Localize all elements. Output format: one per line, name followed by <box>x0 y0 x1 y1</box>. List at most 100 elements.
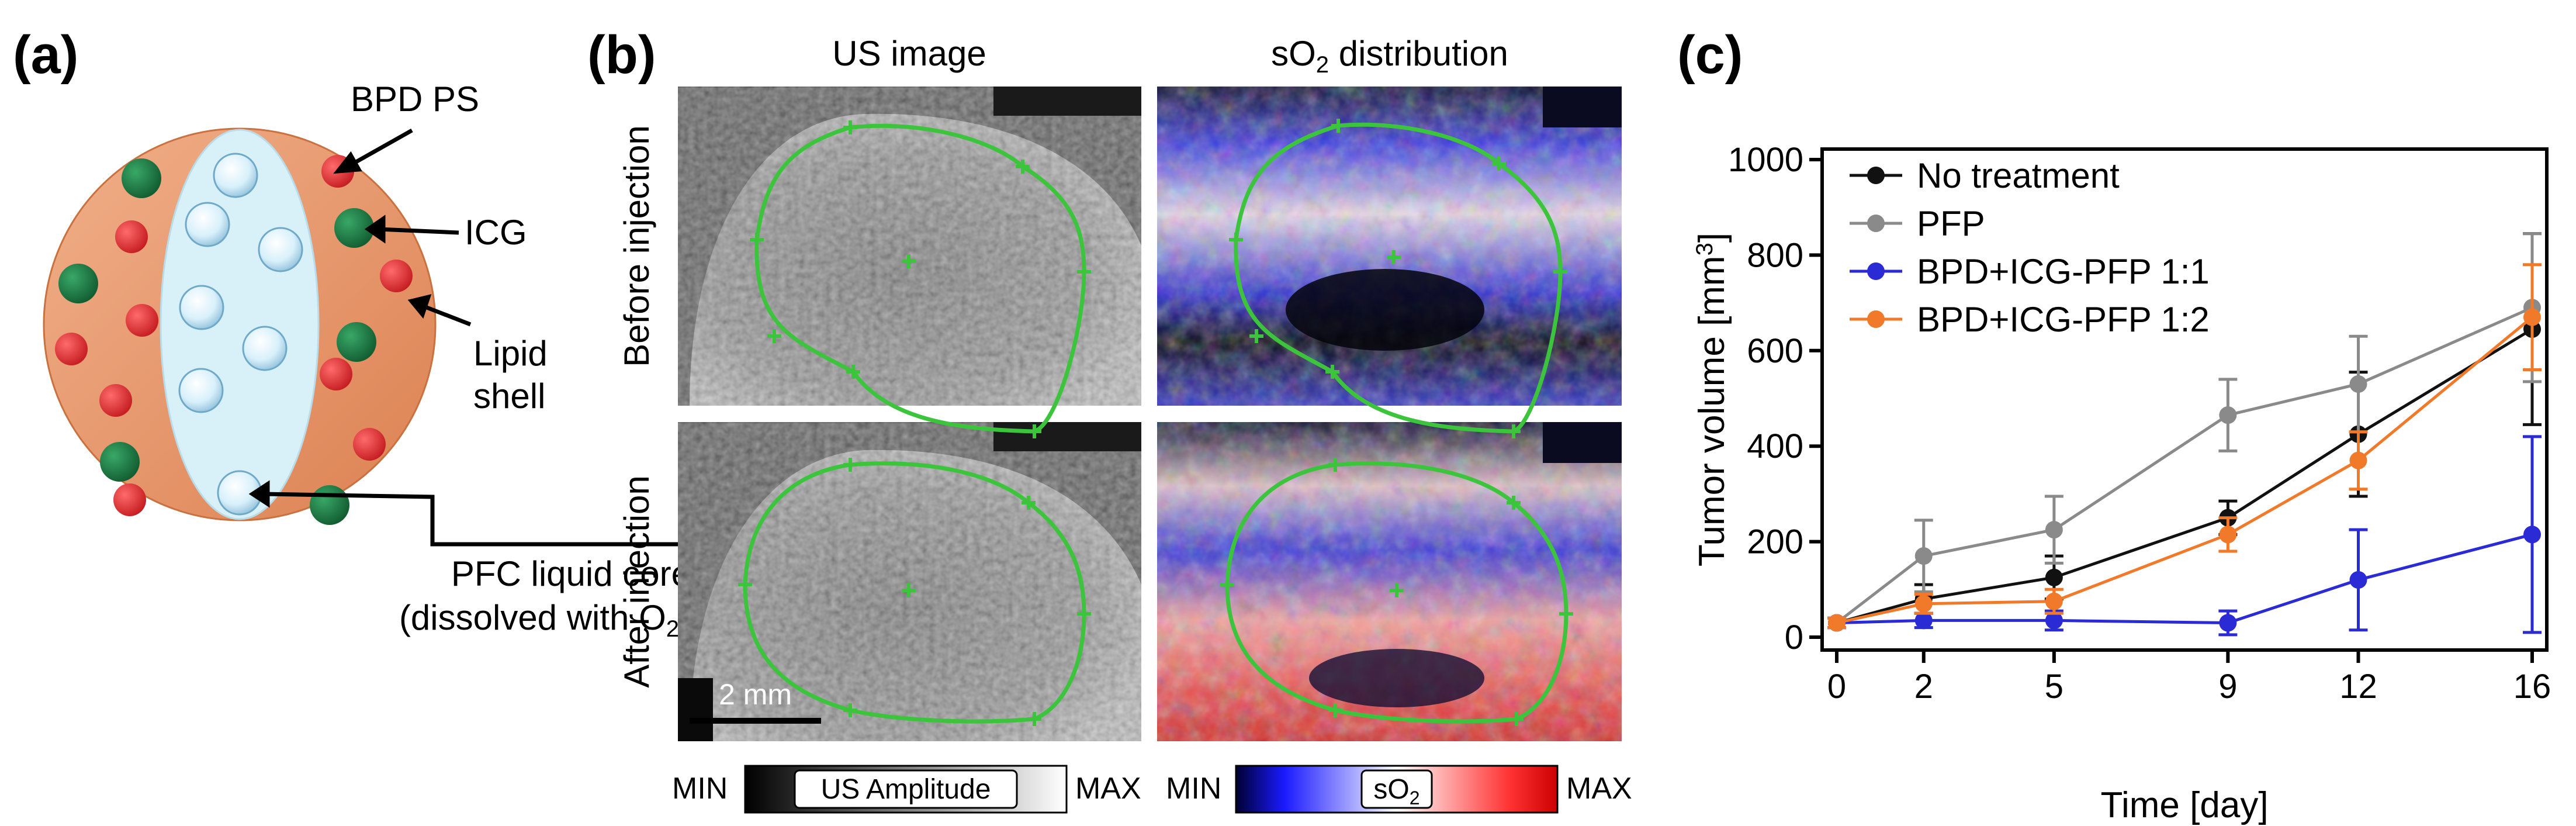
lipid-label-line2: shell <box>473 376 545 416</box>
data-point <box>2045 521 2063 539</box>
contour-marker <box>843 120 857 134</box>
contour-marker <box>1507 424 1521 438</box>
contour-marker <box>1220 578 1234 592</box>
pfc-core-label-line1: PFC liquid core <box>451 554 691 593</box>
contour-marker <box>738 578 752 592</box>
panel-a: (a) <box>13 25 698 642</box>
nanoparticle-schematic: BPD PS ICG Lipid shell PFC liquid core (… <box>43 80 698 642</box>
x-tick-label: 12 <box>2339 668 2377 706</box>
series-line <box>1836 316 2533 624</box>
contour-marker <box>1229 233 1243 247</box>
data-point <box>2219 406 2237 424</box>
x-tick-label: 5 <box>2045 668 2063 706</box>
contour-marker <box>750 233 764 247</box>
y-axis-label: Tumor volume [mm3] <box>1692 233 1732 566</box>
contour-marker <box>1016 160 1030 174</box>
contour-marker <box>1328 458 1342 472</box>
contour-marker <box>1077 607 1091 621</box>
legend-marker <box>1867 167 1885 184</box>
y-tick-label: 400 <box>1747 427 1803 465</box>
panel-c: (c) 0 200 400 600 800 1000 0 2 5 9 12 16 Time [day] T… <box>1677 25 2551 825</box>
panel-a-label: (a) <box>13 25 78 85</box>
us-colorbar-label: US Amplitude <box>821 774 991 805</box>
contour-marker <box>1249 329 1263 343</box>
contour-marker <box>1328 703 1342 717</box>
data-point <box>2219 526 2237 544</box>
series-line <box>1836 533 2533 624</box>
row-label-after: After injection <box>617 475 656 688</box>
contour-marker <box>1559 607 1573 621</box>
contour-marker <box>1027 712 1041 726</box>
us-image-after <box>678 422 1141 741</box>
contour-marker <box>767 329 781 343</box>
x-tick-label: 9 <box>2218 668 2237 706</box>
x-tick-label: 2 <box>1914 668 1933 706</box>
us-colorbar-min: MIN <box>672 772 728 806</box>
icg-label: ICG <box>465 213 527 252</box>
legend-label: PFP <box>1917 204 1985 243</box>
plot-frame <box>1820 147 2549 652</box>
series-line <box>1836 327 2533 624</box>
data-point <box>1914 547 1933 565</box>
contour-marker <box>1325 365 1339 379</box>
contour-marker <box>902 254 916 268</box>
data-point <box>2045 568 2063 586</box>
contour-marker <box>1387 250 1401 264</box>
icg-particles <box>58 158 376 525</box>
us-image-title: US image <box>832 34 986 73</box>
contour-marker <box>1553 265 1567 279</box>
legend-marker <box>1867 262 1885 280</box>
data-point <box>2523 308 2541 326</box>
data-point <box>1914 595 1933 613</box>
contour-marker <box>1022 496 1036 510</box>
data-point <box>1914 611 1933 630</box>
x-axis-label: Time [day] <box>2100 785 2268 825</box>
y-tick-label: 0 <box>1785 618 1803 656</box>
contour-marker <box>1492 157 1506 171</box>
y-tick-label: 1000 <box>1728 141 1803 179</box>
legend-marker <box>1867 310 1885 328</box>
data-point <box>2045 592 2063 610</box>
so2-image-after <box>1157 422 1622 741</box>
oxygen-bubbles <box>178 153 303 516</box>
legend-label: No treatment <box>1917 156 2120 195</box>
contour-marker <box>843 703 857 717</box>
y-tick-label: 800 <box>1747 236 1803 274</box>
data-point <box>2045 611 2063 630</box>
legend-label: BPD+ICG-PFP 1:2 <box>1917 300 2210 339</box>
legend-marker <box>1867 215 1885 232</box>
y-tick-label: 200 <box>1747 523 1803 561</box>
so2-image-before <box>1157 87 1622 406</box>
contour-markers <box>738 119 1573 726</box>
series-line <box>1836 306 2533 624</box>
data-point <box>2219 614 2237 632</box>
contour-marker <box>902 583 916 597</box>
bpd-ps-label: BPD PS <box>351 80 479 119</box>
contour-marker <box>1390 583 1404 597</box>
data-point <box>2349 451 2367 469</box>
contour-marker <box>843 458 857 472</box>
y-tick-label: 600 <box>1747 332 1803 370</box>
us-colorbar-label-box <box>794 769 1018 809</box>
contour-marker <box>1331 119 1345 133</box>
data-point <box>2523 526 2541 544</box>
row-label-before: Before injection <box>617 125 656 367</box>
so2-colorbar-min: MIN <box>1166 772 1221 806</box>
panel-b-label: (b) <box>587 25 656 85</box>
lipid-label-line1: Lipid <box>473 334 548 373</box>
callout-arrows <box>248 128 698 547</box>
scale-bar-label: 2 mm <box>719 678 792 711</box>
contour-marker <box>1507 496 1521 510</box>
us-colorbar-max: MAX <box>1075 772 1141 806</box>
panel-b: (b) US image sO2 distribution Before inj… <box>587 25 1632 814</box>
data-point <box>2349 571 2367 589</box>
so2-colorbar-label-box <box>1360 769 1433 809</box>
so2-distribution-title: sO2 distribution <box>1271 34 1508 78</box>
tumor-volume-chart: 0 200 400 600 800 1000 0 2 5 9 12 16 Time [day] Tumor… <box>1692 141 2551 825</box>
so2-colorbar-label: sO2 <box>1373 774 1419 808</box>
contour-marker <box>846 365 860 379</box>
contour-marker <box>1077 265 1091 279</box>
contour-marker <box>1027 424 1041 438</box>
panel-c-label: (c) <box>1677 25 1743 85</box>
bpd-ps-particles <box>55 155 413 516</box>
